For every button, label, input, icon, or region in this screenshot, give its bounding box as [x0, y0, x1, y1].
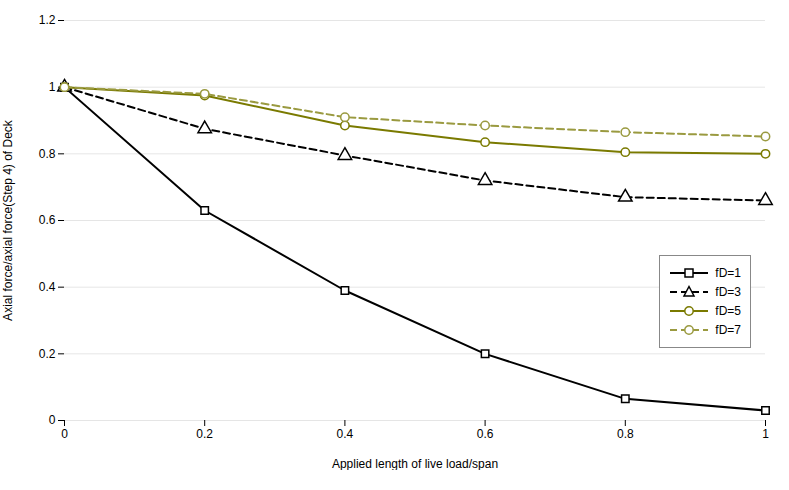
svg-text:1: 1 — [49, 80, 56, 94]
svg-text:0: 0 — [61, 427, 68, 441]
svg-text:0.2: 0.2 — [39, 347, 56, 361]
html-text:fD=3: fD=3 — [715, 285, 741, 299]
svg-text:0.6: 0.6 — [39, 213, 56, 227]
html-text:fD=5: fD=5 — [715, 304, 741, 318]
svg-text:0: 0 — [49, 413, 56, 427]
svg-text:0.4: 0.4 — [337, 427, 354, 441]
svg-text:0.8: 0.8 — [39, 147, 56, 161]
html-text:fD=1: fD=1 — [715, 266, 741, 280]
svg-text:0.8: 0.8 — [617, 427, 634, 441]
svg-text:Axial force/axial force(Step 4: Axial force/axial force(Step 4) of Deck — [1, 119, 15, 321]
svg-text:0.2: 0.2 — [196, 427, 213, 441]
svg-text:1: 1 — [762, 427, 769, 441]
svg-text:1.2: 1.2 — [39, 13, 56, 27]
svg-text:Applied length of live load/sp: Applied length of live load/span — [332, 457, 498, 471]
svg-text:0.4: 0.4 — [39, 280, 56, 294]
svg-text:0.6: 0.6 — [477, 427, 494, 441]
html-text:fD=7: fD=7 — [715, 323, 741, 337]
